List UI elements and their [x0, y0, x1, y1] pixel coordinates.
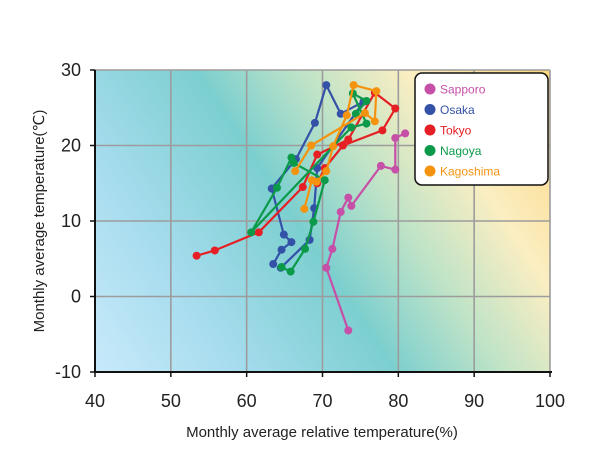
legend-marker-nagoya	[424, 145, 436, 156]
data-point-kagoshima	[300, 204, 309, 213]
data-point-kagoshima	[372, 87, 381, 96]
data-point-tokyo	[344, 135, 353, 144]
series-nagoya	[247, 89, 371, 276]
series-layer	[192, 81, 410, 335]
legend-marker-tokyo	[424, 124, 436, 136]
data-point-kagoshima	[349, 81, 358, 90]
y-tick-label: 0	[71, 287, 81, 307]
data-point-sapporo	[376, 161, 385, 170]
data-point-sapporo	[347, 201, 356, 210]
data-point-tokyo	[313, 150, 322, 159]
data-point-sapporo	[391, 165, 400, 174]
x-tick-label: 90	[464, 391, 484, 411]
x-tick-label: 70	[312, 391, 332, 411]
data-point-sapporo	[344, 193, 353, 202]
data-point-sapporo	[391, 133, 400, 142]
data-point-nagoya	[309, 217, 318, 226]
legend-label-kagoshima: Kagoshima	[440, 165, 500, 179]
data-point-kagoshima	[342, 111, 351, 120]
data-point-nagoya	[287, 153, 296, 162]
series-sapporo	[322, 129, 410, 335]
data-point-osaka	[279, 230, 288, 239]
data-point-osaka	[322, 81, 331, 90]
data-point-kagoshima	[312, 177, 321, 186]
data-point-nagoya	[301, 244, 310, 253]
data-point-tokyo	[298, 183, 307, 192]
data-point-kagoshima	[370, 117, 379, 126]
data-point-kagoshima	[291, 167, 300, 176]
data-point-sapporo	[401, 129, 410, 138]
y-tick-label: 10	[61, 211, 81, 231]
data-point-tokyo	[254, 228, 263, 237]
series-line-nagoya	[250, 92, 368, 273]
grid	[95, 69, 551, 372]
legend-marker-kagoshima	[424, 165, 436, 177]
x-axis-title: Monthly average relative temperature(%)	[186, 424, 458, 441]
x-tick-label: 100	[535, 391, 565, 411]
legend-label-tokyo: Tokyo	[440, 124, 472, 138]
data-point-tokyo	[210, 246, 219, 255]
x-tick-label: 50	[161, 391, 181, 411]
y-tick-label: 30	[61, 60, 81, 80]
x-tick-label: 40	[85, 391, 105, 411]
legend-marker-osaka	[424, 104, 436, 115]
legend-marker-sapporo	[424, 83, 436, 95]
data-point-sapporo	[328, 244, 337, 253]
data-point-sapporo	[344, 326, 353, 335]
data-point-tokyo	[192, 251, 201, 260]
data-point-nagoya	[347, 123, 356, 132]
legend-label-nagoya: Nagoya	[440, 144, 482, 158]
ticks: 40 50 60 70 80 90 100 -10 0 10 20 30	[55, 60, 565, 411]
data-point-nagoya	[277, 263, 286, 272]
data-point-tokyo	[338, 141, 347, 150]
data-point-kagoshima	[329, 142, 338, 151]
data-point-kagoshima	[360, 109, 369, 118]
data-point-nagoya	[351, 109, 360, 118]
data-point-osaka	[269, 260, 278, 269]
legend: Sapporo Osaka Tokyo Nagoya Kagoshima	[414, 72, 549, 186]
data-point-kagoshima	[322, 167, 331, 176]
series-kagoshima	[291, 81, 381, 213]
legend-label-osaka: Osaka	[440, 103, 475, 117]
data-point-nagoya	[320, 176, 329, 185]
data-point-tokyo	[391, 104, 400, 113]
data-point-osaka	[336, 109, 345, 118]
y-tick-label: 20	[61, 136, 81, 156]
data-point-osaka	[277, 245, 286, 254]
x-tick-label: 60	[237, 391, 257, 411]
x-tick-label: 80	[388, 391, 408, 411]
data-point-osaka	[287, 238, 296, 247]
data-point-kagoshima	[307, 141, 316, 150]
series-line-sapporo	[325, 132, 406, 331]
legend-label-sapporo: Sapporo	[440, 83, 486, 97]
data-point-nagoya	[362, 119, 371, 128]
data-point-nagoya	[247, 228, 256, 237]
data-point-nagoya	[286, 267, 295, 276]
data-point-osaka	[310, 118, 319, 127]
data-point-nagoya	[273, 183, 281, 192]
data-point-nagoya	[362, 96, 371, 105]
data-point-sapporo	[336, 207, 345, 216]
legend-box	[414, 72, 549, 186]
data-point-tokyo	[378, 126, 387, 135]
data-point-sapporo	[322, 263, 331, 272]
y-tick-label: -10	[55, 362, 81, 382]
y-axis-title: Monthly average temperature(℃)	[31, 110, 48, 333]
